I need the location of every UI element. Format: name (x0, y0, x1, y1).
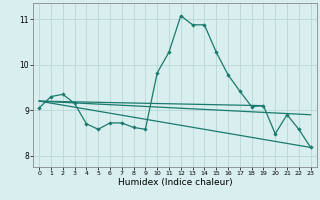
X-axis label: Humidex (Indice chaleur): Humidex (Indice chaleur) (117, 178, 232, 187)
